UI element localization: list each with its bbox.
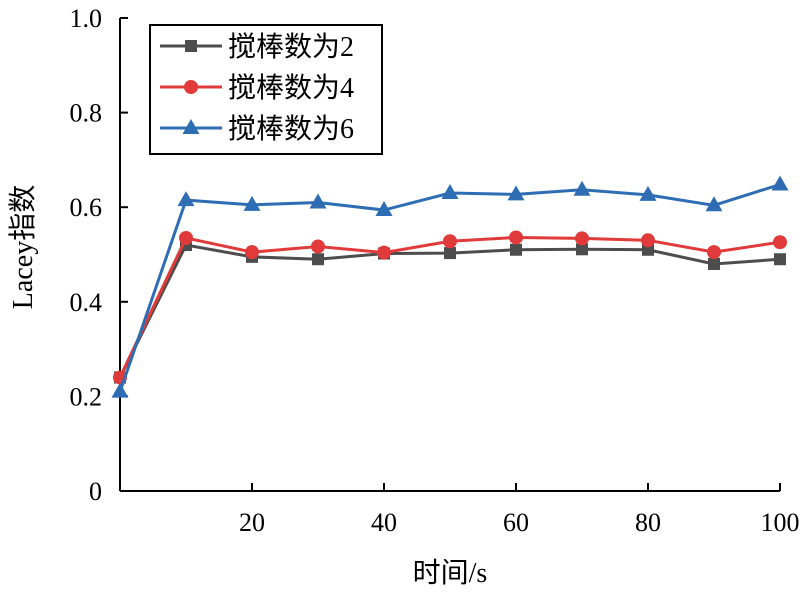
x-tick-label: 80: [635, 508, 661, 537]
y-tick-label: 0.6: [70, 193, 103, 222]
legend-label: 搅棒数为4: [228, 72, 354, 104]
data-point: [576, 243, 588, 256]
data-point: [774, 253, 786, 266]
data-point: [705, 196, 723, 212]
data-point: [639, 185, 657, 201]
data-point: [509, 230, 523, 245]
data-point: [575, 231, 589, 246]
data-point: [443, 234, 457, 249]
x-tick-label: 60: [503, 508, 529, 537]
data-point: [642, 243, 654, 256]
data-point: [243, 195, 261, 211]
x-axis-title: 时间/s: [413, 557, 488, 589]
data-point: [312, 253, 324, 266]
series-line: [118, 243, 781, 379]
y-tick-label: 0: [89, 477, 102, 506]
legend-entry: 搅棒数为4: [160, 72, 354, 104]
legend-entry: 搅棒数为2: [160, 31, 354, 63]
series-layer: [111, 175, 789, 398]
data-point: [375, 201, 393, 217]
legend-label: 搅棒数为6: [228, 113, 354, 145]
data-point: [641, 233, 655, 248]
data-point: [444, 247, 456, 260]
series-3: [111, 175, 789, 398]
legend-marker: [182, 119, 200, 134]
data-point: [441, 184, 459, 200]
data-point: [707, 245, 721, 260]
data-point: [507, 185, 525, 201]
series-1: [114, 239, 786, 384]
data-point: [510, 243, 522, 256]
y-tick-label: 0.2: [70, 382, 103, 411]
axes: 0 0.2 0.4 0.6 0.8 1.0 20 40 60 80 100: [70, 4, 800, 537]
data-point: [773, 235, 787, 250]
data-point: [309, 193, 327, 209]
x-tick-label: 20: [239, 508, 265, 537]
data-point: [311, 239, 325, 254]
y-axis-title: Lacey指数: [7, 185, 39, 309]
data-point: [377, 245, 391, 260]
y-tick-label: 1.0: [70, 4, 103, 33]
data-point: [177, 191, 195, 207]
y-tick-label: 0.8: [70, 99, 103, 128]
x-tick-label: 100: [761, 508, 800, 537]
data-point: [245, 245, 259, 260]
y-tick-label: 0.4: [70, 288, 103, 317]
legend: 搅棒数为2 搅棒数为4 搅棒数为6: [149, 24, 383, 155]
data-point: [573, 180, 591, 196]
legend-marker: [184, 80, 198, 94]
data-point: [771, 175, 789, 191]
legend-marker: [185, 40, 197, 52]
series-2: [113, 230, 787, 385]
data-point: [179, 230, 193, 245]
legend-label: 搅棒数为2: [228, 31, 354, 63]
x-tick-label: 40: [371, 508, 397, 537]
data-point: [708, 257, 720, 270]
series-line: [118, 183, 781, 393]
legend-entry: 搅棒数为6: [160, 113, 354, 145]
data-point: [111, 382, 129, 398]
